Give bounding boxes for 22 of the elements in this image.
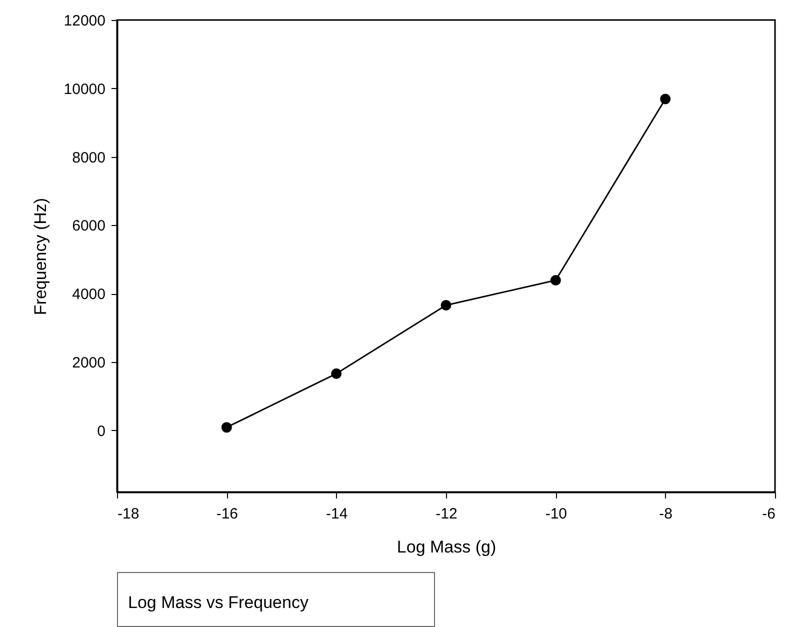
x-tick-label: -12: [436, 506, 458, 522]
y-tick-label: 0: [97, 422, 106, 440]
text: Log Mass vs Frequency: [128, 593, 310, 613]
x-tick-label: -6: [762, 506, 776, 522]
x-tick-label: -16: [216, 506, 238, 522]
y-tick-label: 2000: [72, 354, 106, 372]
point: [660, 94, 671, 104]
y-tick-label: 6000: [72, 218, 106, 235]
y-axis-title: Frequency (Hz): [30, 198, 50, 316]
x-tick-label: -8: [659, 506, 673, 522]
x-tick-label: -10: [545, 506, 568, 522]
point: [550, 275, 561, 286]
y-tick-label: 12000: [64, 12, 106, 30]
point: [221, 422, 232, 433]
x-tick-label: -14: [326, 506, 348, 522]
y-tick-label: 8000: [72, 149, 106, 166]
y-tick-label: 4000: [72, 286, 106, 304]
point: [331, 368, 342, 379]
point: [440, 300, 452, 310]
y-tick-label: 10000: [64, 80, 106, 98]
x-tick-label: -18: [118, 506, 140, 522]
x-axis-title: Log Mass (g): [396, 538, 496, 556]
